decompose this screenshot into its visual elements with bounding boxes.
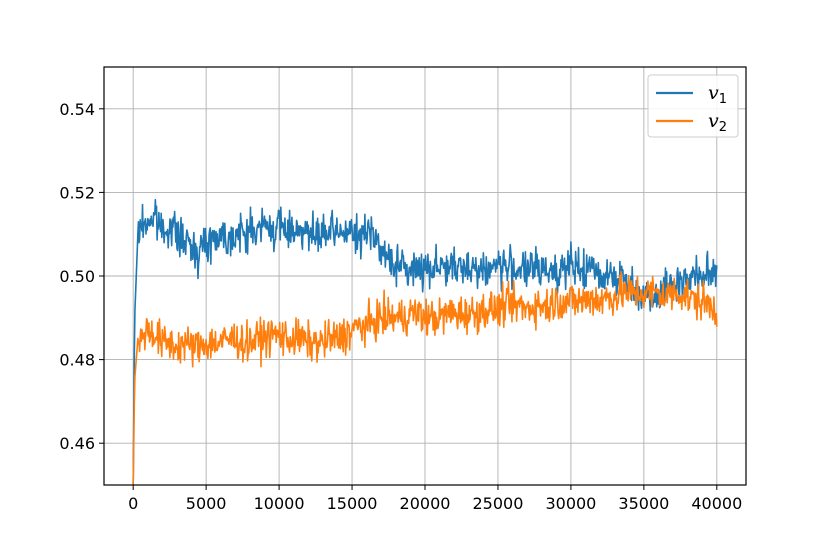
y-tick-label: 0.48 [59, 351, 95, 370]
x-tick-label: 25000 [473, 494, 524, 513]
y-tick-label: 0.54 [59, 100, 95, 119]
x-tick-label: 10000 [254, 494, 305, 513]
series-line-v2 [132, 270, 718, 486]
legend-label-main: v [708, 82, 719, 104]
y-tick-label: 0.46 [59, 434, 95, 453]
x-tick-label: 30000 [545, 494, 596, 513]
x-tick-label: 5000 [186, 494, 227, 513]
legend-label-main: v [708, 110, 719, 132]
legend-label-v2: v2 [708, 110, 727, 135]
x-tick-label: 35000 [618, 494, 669, 513]
legend-label-v1: v1 [708, 82, 727, 107]
x-tick-label: 40000 [691, 494, 742, 513]
x-tick-label: 15000 [327, 494, 378, 513]
x-tick-label: 20000 [400, 494, 451, 513]
legend-label-subscript: 2 [719, 120, 727, 135]
y-tick-label: 0.50 [59, 267, 95, 286]
legend-label-subscript: 1 [719, 92, 727, 107]
tick-layer: 0 5000 10000 15000 20000 25000 30000 35000 40000… [59, 100, 742, 513]
y-tick-label: 0.52 [59, 183, 95, 202]
grid-layer [104, 67, 746, 485]
series-layer [132, 198, 718, 486]
series-v2 [132, 270, 718, 486]
x-tick-label: 0 [128, 494, 138, 513]
